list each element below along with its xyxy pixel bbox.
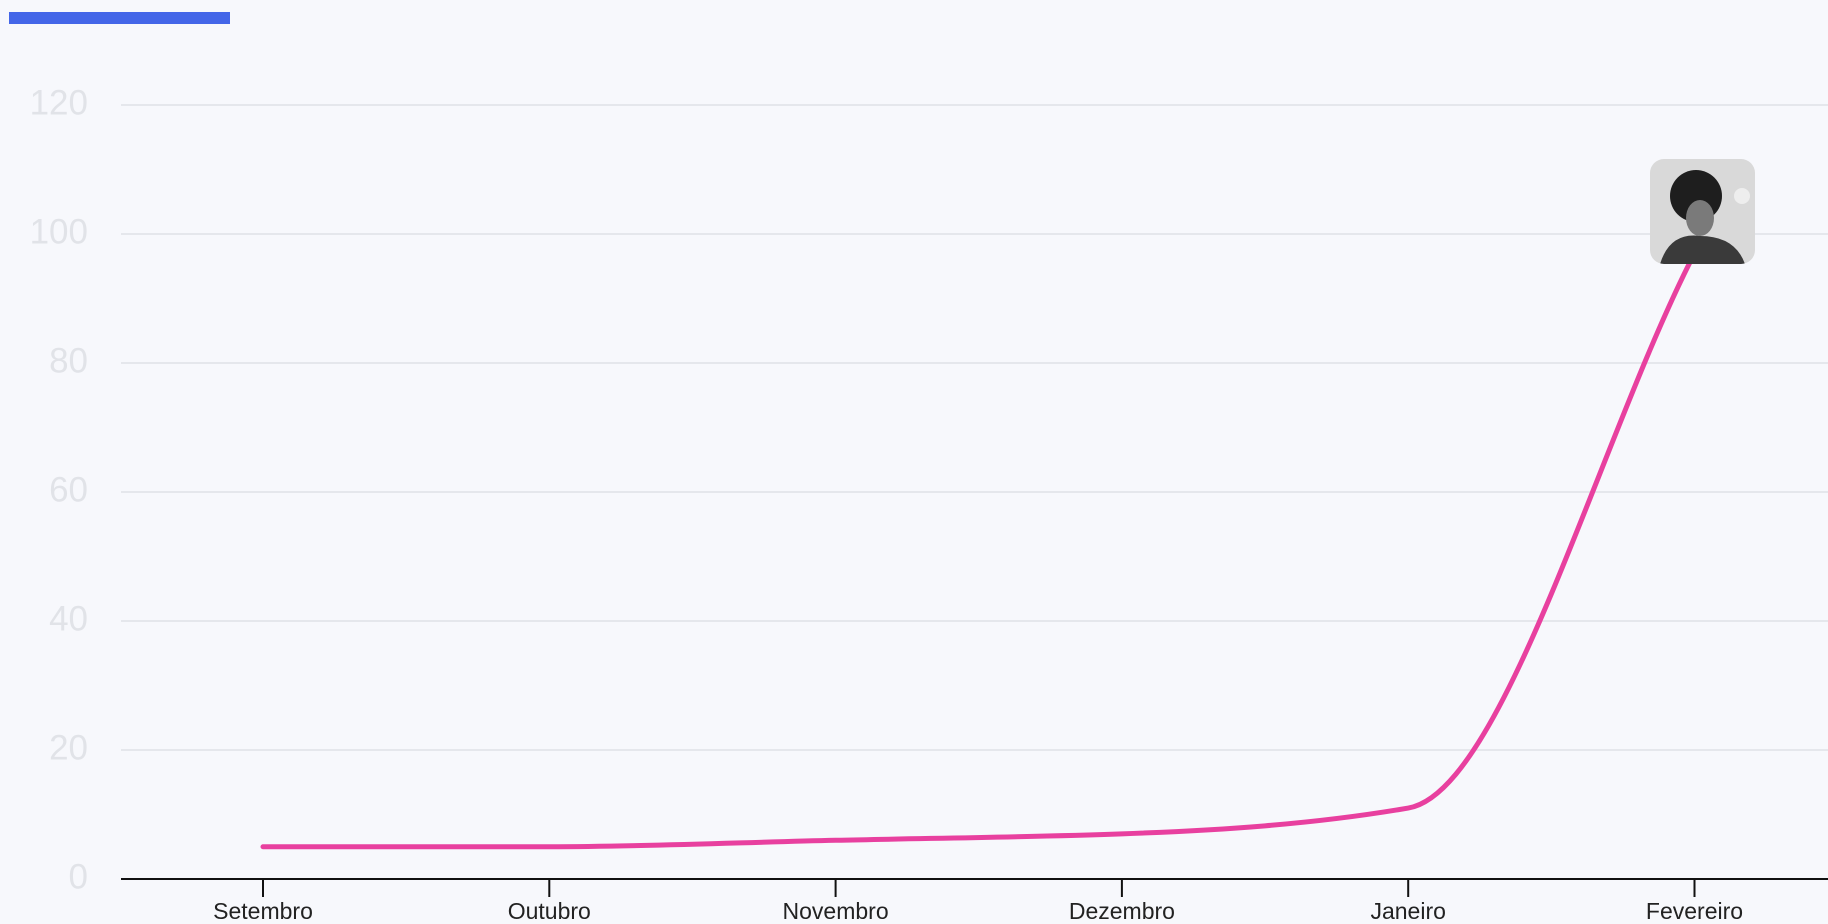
y-tick-label: 60 (49, 470, 88, 509)
y-tick-label: 120 (30, 83, 88, 122)
y-tick-label: 20 (49, 728, 88, 767)
avatar (1650, 159, 1755, 264)
line-series (260, 250, 1697, 850)
x-tick-label: Novembro (783, 898, 889, 924)
x-tick-label: Outubro (508, 898, 591, 924)
x-tick-label: Janeiro (1370, 898, 1445, 924)
top-bar (9, 12, 230, 24)
y-tick-label: 0 (69, 857, 88, 896)
y-tick-label: 80 (49, 341, 88, 380)
x-tick-label: Dezembro (1069, 898, 1175, 924)
y-tick-label: 100 (30, 212, 88, 251)
x-tick-label: Setembro (213, 898, 313, 924)
y-tick-label: 40 (49, 599, 88, 638)
x-tick-label: Fevereiro (1646, 898, 1743, 924)
plot: 0 20 40 60 80 100 120 Setembro Outubro Novembro De… (30, 83, 1828, 924)
